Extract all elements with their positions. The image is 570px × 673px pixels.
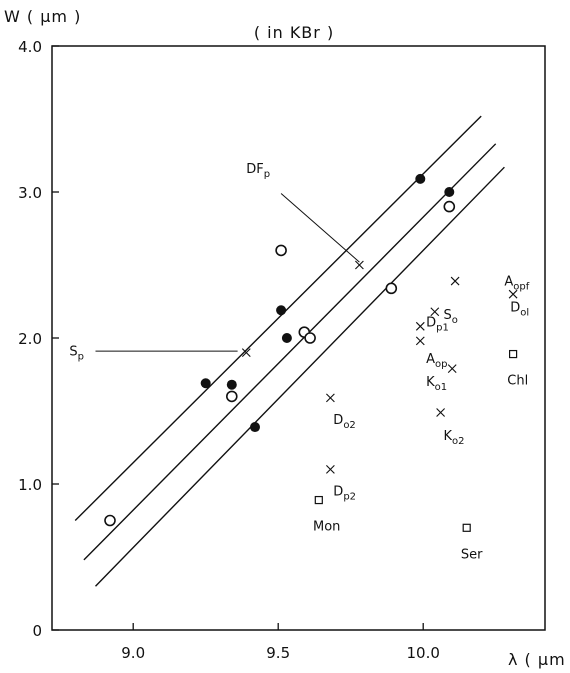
x-tick-label: 9.0 (121, 644, 145, 662)
x-tick-label: 9.5 (266, 644, 290, 662)
cross-point (415, 321, 425, 331)
annotation-label: Mon (313, 520, 340, 535)
cross-point (450, 276, 460, 286)
annotation-label: Ko1 (426, 375, 447, 393)
open-circle-point (443, 200, 456, 213)
open-circle-point (104, 514, 116, 527)
annotation-label: Ko2 (444, 429, 465, 447)
cross-point (508, 289, 518, 299)
tick-layer: 9.0 9.5 10.0 0 1.0 2.0 3.0 4.0 (18, 38, 440, 662)
cross-stroke (415, 336, 425, 346)
filled-circle-point (415, 173, 426, 184)
cross-point (326, 465, 335, 474)
open-circle-point (226, 390, 238, 403)
annotation-label: Ser (461, 547, 483, 562)
annotation-label: Do2 (333, 413, 356, 431)
annotation-label: So (444, 308, 458, 326)
regression-line (74, 115, 482, 521)
cross-stroke (436, 408, 445, 417)
annotation-label: Sp (69, 345, 84, 363)
data-points (104, 173, 518, 532)
plot-frame (51, 45, 546, 631)
filled-circle-point (250, 422, 260, 433)
y-tick-label: 2.0 (18, 330, 42, 348)
cross-stroke (326, 465, 335, 474)
trend-lines (74, 115, 505, 587)
y-tick-label: 1.0 (18, 476, 42, 494)
x-axis-label: λ ( μm (508, 650, 566, 669)
open-square-point (462, 523, 471, 532)
cross-point (415, 336, 425, 346)
annotation-label: DFp (246, 162, 270, 180)
cross-point (355, 260, 364, 270)
open-square-point (509, 349, 518, 359)
filled-circle-point (276, 305, 287, 316)
open-circle-point (385, 282, 398, 295)
filled-circle-point (281, 333, 292, 343)
annotation-label: Dol (510, 301, 529, 319)
y-tick-label: 0 (32, 622, 42, 640)
y-axis-label: W ( μm ) (4, 7, 81, 26)
cross-point (430, 307, 440, 317)
cross-stroke (430, 307, 440, 317)
cross-stroke (355, 260, 364, 270)
filled-circle-point (444, 187, 455, 197)
x-tick-label: 10.0 (406, 644, 439, 662)
cross-stroke (450, 276, 460, 286)
annotation-label: Chl (507, 374, 528, 389)
annotation-label: Dp2 (333, 485, 356, 503)
cross-point (447, 364, 457, 374)
cross-stroke (241, 348, 251, 357)
annotation-label: Aopf (504, 274, 529, 292)
open-square-point (314, 495, 323, 505)
cross-stroke (326, 393, 335, 403)
annotation-label: Aop (426, 352, 447, 370)
regression-line (94, 166, 505, 587)
filled-circle-point (226, 379, 237, 390)
cross-point (241, 348, 251, 357)
cross-stroke (508, 289, 518, 299)
chart-title: ( in KBr ) (254, 23, 334, 42)
cross-point (436, 408, 445, 417)
leader-line (280, 193, 360, 263)
annotation-label: Dp1 (426, 315, 449, 333)
filled-circle-point (200, 378, 211, 389)
cross-point (326, 393, 335, 403)
open-circle-point (304, 332, 316, 344)
y-tick-label: 4.0 (18, 38, 42, 56)
cross-stroke (415, 321, 425, 331)
cross-stroke (447, 364, 457, 374)
open-circle-point (275, 244, 287, 257)
y-tick-label: 3.0 (18, 184, 42, 202)
regression-line (83, 143, 497, 561)
